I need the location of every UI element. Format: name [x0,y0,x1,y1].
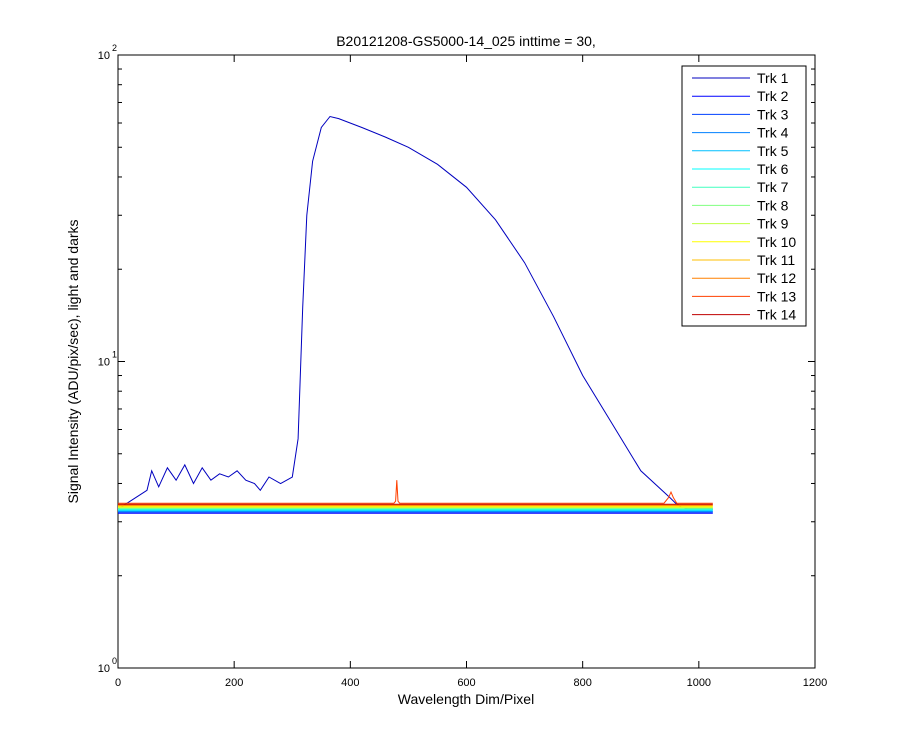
chart-title: B20121208-GS5000-14_025 inttime = 30, [336,33,596,49]
x-axis-label: Wavelength Dim/Pixel [398,691,534,707]
y-tick-label: 10 [98,357,110,369]
legend-label: Trk 9 [757,216,789,232]
legend-label: Trk 7 [757,179,789,195]
x-tick-label: 200 [225,677,243,689]
series-line-trk-13 [118,480,713,504]
y-tick-exponent: 1 [112,350,117,360]
series-layer [117,115,713,514]
y-tick-label: 10 [98,663,110,675]
legend-label: Trk 12 [757,270,796,286]
legend-label: Trk 5 [757,143,789,159]
x-tick-label: 1000 [687,677,711,689]
x-tick-label: 0 [115,677,121,689]
legend-label: Trk 8 [757,197,789,213]
legend-box [681,65,807,327]
legend-label: Trk 13 [757,288,796,304]
x-tick-label: 400 [341,677,359,689]
legend-label: Trk 10 [757,234,796,250]
x-tick-label: 1200 [803,677,827,689]
legend-label: Trk 2 [757,88,789,104]
y-tick-exponent: 0 [112,656,117,666]
legend-label: Trk 1 [757,70,789,86]
x-tick-label: 600 [457,677,475,689]
y-tick-label: 10 [98,50,110,62]
legend-label: Trk 14 [757,307,796,323]
x-tick-label: 800 [573,677,591,689]
y-tick-exponent: 2 [112,43,117,53]
series-line-trk-1 [117,115,713,510]
legend-label: Trk 4 [757,125,789,141]
y-axis-label: Signal Intensity (ADU/pix/sec), light an… [65,219,81,503]
legend-label: Trk 3 [757,106,789,122]
legend: Trk 1 Trk 2 Trk 3 Trk 4 Trk 5 Trk 6 Trk 7 Trk 8… [681,65,807,327]
legend-label: Trk 11 [757,252,795,268]
legend-label: Trk 6 [757,161,789,177]
